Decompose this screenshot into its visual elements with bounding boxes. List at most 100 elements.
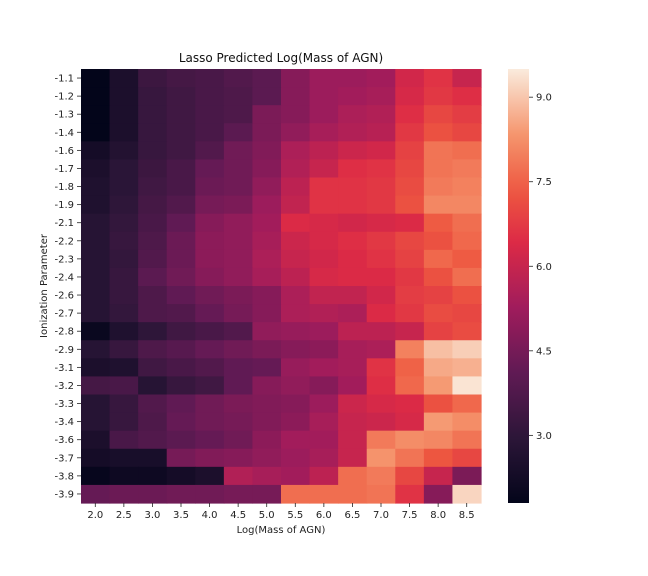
heatmap-cell (81, 448, 111, 468)
heatmap-cell (452, 430, 482, 450)
heatmap-cell (423, 394, 454, 414)
heatmap-cell (366, 466, 396, 486)
heatmap-cell (338, 322, 368, 341)
y-tick-label: -3.1 (54, 363, 74, 374)
heatmap-cell (281, 123, 311, 142)
heatmap-cell (195, 484, 225, 504)
heatmap-cell (166, 195, 196, 215)
heatmap-cell (109, 466, 139, 486)
heatmap-cell (166, 213, 196, 233)
heatmap-cell (309, 484, 339, 504)
heatmap-cell (338, 376, 368, 396)
heatmap-cell (366, 141, 396, 161)
y-tick-label: -3.3 (54, 399, 74, 410)
heatmap-cell (423, 322, 454, 341)
y-tick-label: -3.4 (54, 417, 74, 428)
heatmap-cell (223, 141, 254, 161)
heatmap-cell (81, 231, 111, 251)
heatmap-cell (423, 412, 454, 432)
heatmap-cell (109, 105, 139, 124)
y-tick-label: -2.7 (54, 309, 74, 320)
heatmap-cell (223, 69, 254, 88)
heatmap-cell (452, 69, 482, 88)
heatmap-cell (252, 69, 282, 88)
heatmap-cell (166, 159, 196, 179)
x-tick-label: 7.5 (402, 510, 418, 521)
heatmap-cell (252, 231, 282, 251)
heatmap-cell (309, 105, 339, 124)
heatmap-cell (166, 105, 196, 124)
heatmap-cell (81, 430, 111, 450)
heatmap-cell (395, 69, 425, 88)
heatmap-cell (281, 87, 311, 106)
chart-title: Lasso Predicted Log(Mass of AGN) (179, 51, 383, 65)
heatmap-cell (138, 267, 168, 287)
heatmap-cell (423, 105, 454, 124)
x-tick-label: 4.5 (230, 510, 246, 521)
heatmap-cell (81, 358, 111, 378)
colorbar (508, 69, 529, 503)
heatmap-cell (166, 249, 196, 269)
heatmap-cell (223, 322, 254, 341)
colorbar-tick-label: 3.0 (536, 431, 552, 442)
y-tick-label: -2.8 (54, 327, 74, 338)
heatmap-cells (81, 69, 482, 504)
heatmap-cell (138, 430, 168, 450)
heatmap-cell (109, 69, 139, 88)
heatmap-cell (366, 249, 396, 269)
x-tick-label: 8.0 (430, 510, 446, 521)
y-tick-label: -1.8 (54, 182, 74, 193)
heatmap-cell (138, 466, 168, 486)
y-tick-label: -1.7 (54, 164, 74, 175)
heatmap-cell (81, 195, 111, 215)
heatmap-cell (338, 69, 368, 88)
heatmap-cell (166, 304, 196, 323)
heatmap-cell (138, 195, 168, 215)
heatmap-cell (252, 358, 282, 378)
y-tick-label: -1.9 (54, 200, 74, 211)
y-tick-label: -2.9 (54, 345, 74, 356)
heatmap-cell (195, 159, 225, 179)
heatmap-cell (395, 249, 425, 269)
heatmap-cell (338, 340, 368, 359)
heatmap-cell (366, 484, 396, 504)
heatmap-cell (81, 141, 111, 161)
x-tick-label: 5.0 (259, 510, 275, 521)
heatmap-cell (338, 105, 368, 124)
heatmap-cell (109, 394, 139, 414)
heatmap-cell (309, 448, 339, 468)
heatmap-cell (452, 249, 482, 269)
heatmap-cell (195, 69, 225, 88)
heatmap-cell (366, 358, 396, 378)
heatmap-cell (366, 394, 396, 414)
x-tick-label: 3.0 (144, 510, 160, 521)
heatmap-cell (452, 141, 482, 161)
heatmap-cell (423, 249, 454, 269)
heatmap-cell (395, 105, 425, 124)
heatmap-cell (366, 123, 396, 142)
heatmap-cell (309, 340, 339, 359)
heatmap-cell (423, 358, 454, 378)
heatmap-cell (195, 394, 225, 414)
heatmap-cell (109, 322, 139, 341)
heatmap-cell (195, 466, 225, 486)
y-tick-label: -3.8 (54, 471, 74, 482)
heatmap-cell (309, 159, 339, 179)
heatmap-cell (195, 340, 225, 359)
heatmap-cell (138, 105, 168, 124)
x-tick-label: 5.5 (287, 510, 303, 521)
y-tick-label: -3.7 (54, 453, 74, 464)
heatmap-cell (281, 69, 311, 88)
heatmap-cell (81, 123, 111, 142)
heatmap-cell (195, 249, 225, 269)
heatmap-cell (109, 231, 139, 251)
heatmap-cell (109, 448, 139, 468)
heatmap-cell (138, 159, 168, 179)
heatmap-cell (423, 340, 454, 359)
heatmap-cell (309, 231, 339, 251)
y-tick-label: -1.3 (54, 110, 74, 121)
heatmap-cell (395, 340, 425, 359)
heatmap-cell (195, 430, 225, 450)
heatmap-cell (309, 213, 339, 233)
heatmap-cell (109, 340, 139, 359)
